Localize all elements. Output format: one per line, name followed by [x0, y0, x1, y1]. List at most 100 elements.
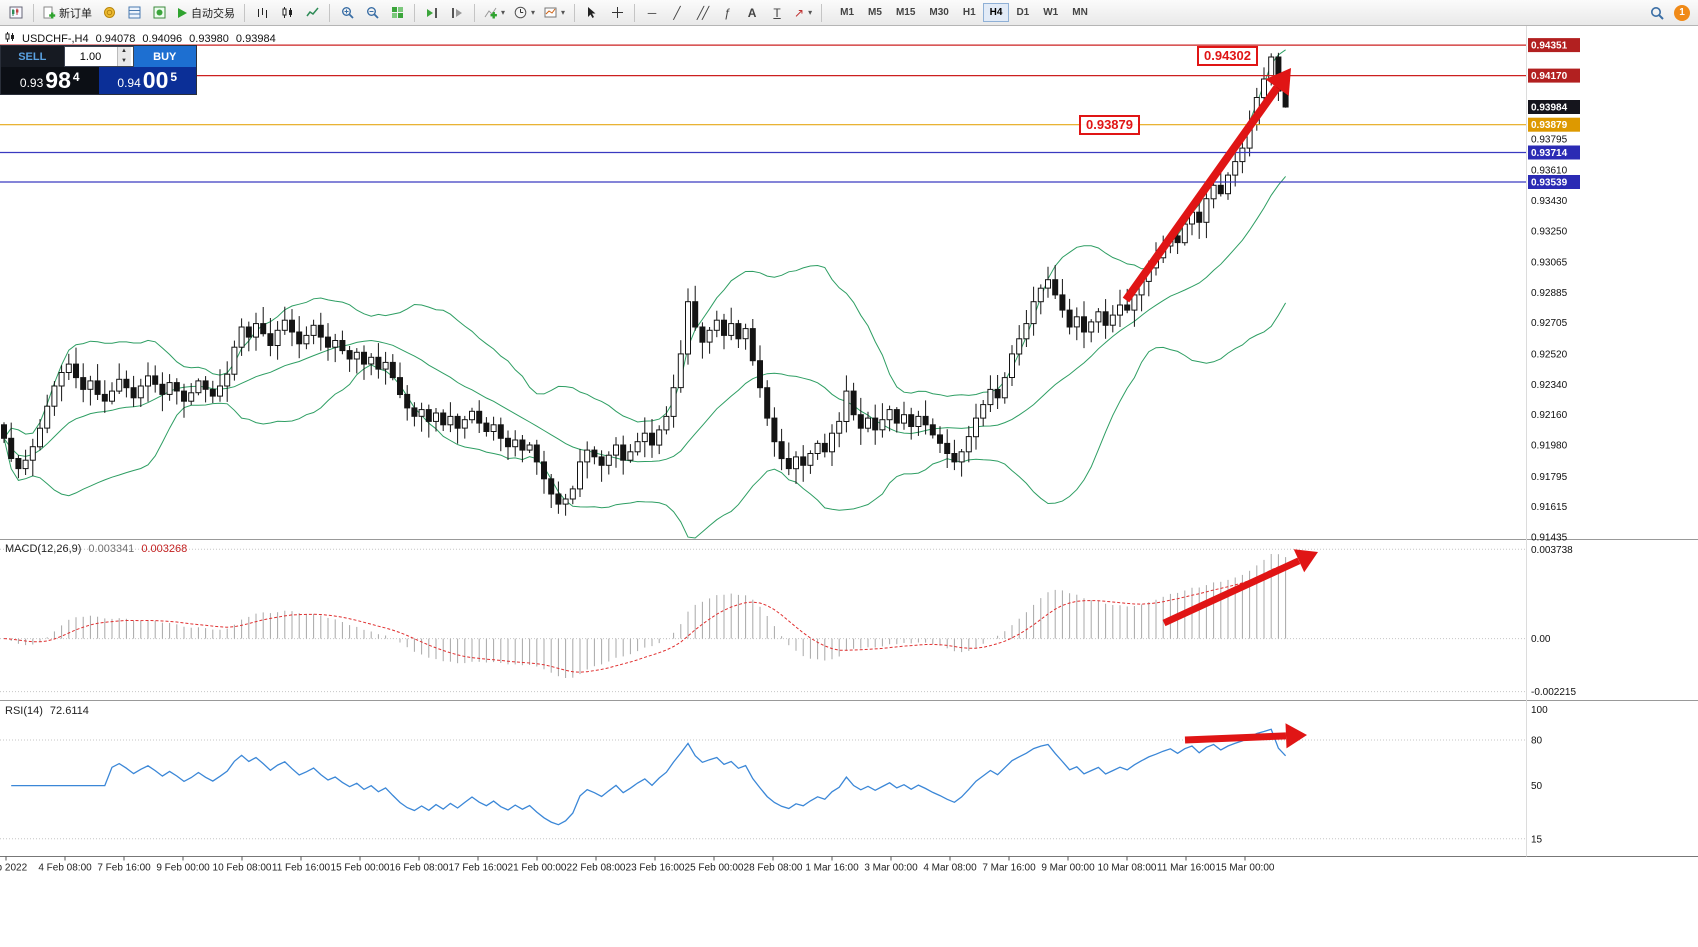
- svg-text:80: 80: [1531, 736, 1543, 747]
- periods-button[interactable]: ▾: [510, 2, 539, 24]
- ohlc-low: 0.93980: [189, 33, 229, 45]
- timeframe-mn[interactable]: MN: [1072, 7, 1088, 18]
- toolbar-separator: [474, 3, 475, 22]
- timeframe-d1[interactable]: D1: [1016, 7, 1030, 18]
- market-watch-icon[interactable]: [97, 2, 121, 24]
- rsi-value: 72.6114: [49, 705, 89, 717]
- price-annotation-resistance[interactable]: 0.94302: [1197, 46, 1258, 66]
- svg-text:0.003738: 0.003738: [1531, 545, 1573, 556]
- data-window-icon[interactable]: [122, 2, 146, 24]
- search-icon[interactable]: [1645, 2, 1669, 24]
- chart-window-icon[interactable]: [4, 2, 28, 24]
- zoom-in-icon[interactable]: [335, 2, 359, 24]
- svg-text:1 Mar 16:00: 1 Mar 16:00: [805, 863, 859, 874]
- svg-text:25 Feb 00:00: 25 Feb 00:00: [685, 863, 744, 874]
- svg-text:0.91795: 0.91795: [1531, 472, 1568, 483]
- price-annotation-level[interactable]: 0.93879: [1079, 115, 1140, 135]
- timeframe-w1[interactable]: W1: [1043, 7, 1059, 18]
- sell-price[interactable]: 0.93 98 4: [1, 67, 99, 94]
- toolbar-separator: [634, 3, 636, 22]
- chart-shift-icon[interactable]: [445, 2, 469, 24]
- text-icon[interactable]: A: [740, 2, 764, 24]
- timeframe-m5[interactable]: M5: [868, 7, 882, 18]
- svg-text:28 Feb 08:00: 28 Feb 08:00: [744, 863, 803, 874]
- volume-up-button[interactable]: ▲: [117, 47, 131, 57]
- svg-text:0.91980: 0.91980: [1531, 441, 1568, 452]
- chevron-down-icon: ▾: [501, 8, 506, 17]
- crosshair-icon[interactable]: [605, 2, 629, 24]
- svg-text:0.94351: 0.94351: [1531, 41, 1568, 52]
- svg-text:15 Feb 00:00: 15 Feb 00:00: [331, 863, 390, 874]
- svg-text:0.93065: 0.93065: [1531, 258, 1568, 269]
- toolbar-separator: [821, 3, 823, 22]
- notification-badge: 1: [1674, 4, 1690, 21]
- navigator-icon[interactable]: [147, 2, 171, 24]
- arrows-tool-icon[interactable]: ↗ ▾: [790, 2, 816, 24]
- timeframe-h4[interactable]: H4: [982, 3, 1010, 22]
- toolbar-separator: [33, 3, 34, 22]
- svg-text:0.92705: 0.92705: [1531, 318, 1568, 329]
- svg-text:7 Feb 16:00: 7 Feb 16:00: [97, 863, 151, 874]
- svg-text:15 Mar 00:00: 15 Mar 00:00: [1216, 863, 1275, 874]
- bar-chart-icon[interactable]: [250, 2, 274, 24]
- text-label-icon[interactable]: T: [765, 2, 789, 24]
- auto-trading-button[interactable]: 自动交易: [172, 2, 239, 24]
- line-chart-icon[interactable]: [300, 2, 324, 24]
- buy-price[interactable]: 0.94 00 5: [98, 67, 196, 94]
- new-order-button[interactable]: 新订单: [39, 2, 96, 24]
- svg-text:3 Mar 00:00: 3 Mar 00:00: [864, 863, 918, 874]
- svg-text:0.00: 0.00: [1531, 634, 1551, 645]
- svg-text:50: 50: [1531, 781, 1543, 792]
- timeframe-h1[interactable]: H1: [962, 7, 976, 18]
- ohlc-open: 0.94078: [95, 33, 136, 45]
- zoom-out-icon[interactable]: [360, 2, 384, 24]
- cursor-icon[interactable]: [580, 2, 604, 24]
- templates-button[interactable]: ▾: [540, 2, 569, 24]
- svg-text:9 Feb 00:00: 9 Feb 00:00: [156, 863, 210, 874]
- macd-label: MACD(12,26,9) 0.003341 0.003268: [5, 543, 187, 555]
- fibonacci-icon[interactable]: ƒ: [715, 2, 739, 24]
- chart-icon: [5, 32, 15, 46]
- svg-text:16 Feb 08:00: 16 Feb 08:00: [390, 863, 449, 874]
- tile-windows-icon[interactable]: [385, 2, 409, 24]
- notifications-button[interactable]: 1: [1670, 2, 1694, 24]
- timeframe-m1[interactable]: M1: [840, 7, 855, 18]
- toolbar-separator: [574, 3, 576, 22]
- svg-text:4 Mar 08:00: 4 Mar 08:00: [923, 863, 977, 874]
- svg-text:11 Mar 16:00: 11 Mar 16:00: [1157, 863, 1216, 874]
- svg-text:7 Mar 16:00: 7 Mar 16:00: [982, 863, 1036, 874]
- indicators-button[interactable]: ▾: [480, 2, 509, 24]
- auto-scroll-icon[interactable]: [420, 2, 444, 24]
- svg-text:0.93714: 0.93714: [1531, 148, 1568, 159]
- svg-text:17 Feb 16:00: 17 Feb 16:00: [449, 863, 508, 874]
- ohlc-close: 0.93984: [235, 33, 276, 45]
- one-click-trading-panel: SELL ▲ ▼ BUY 0.93 98 4 0.94 00 5: [0, 45, 197, 95]
- svg-text:9 Mar 00:00: 9 Mar 00:00: [1041, 863, 1095, 874]
- buy-button[interactable]: BUY: [133, 46, 196, 67]
- trendline-icon[interactable]: ╱: [665, 2, 689, 24]
- svg-text:0.92520: 0.92520: [1531, 349, 1568, 360]
- toolbar-separator: [329, 3, 330, 22]
- volume-input[interactable]: [64, 47, 117, 66]
- svg-text:0.93795: 0.93795: [1531, 134, 1568, 145]
- volume-input-wrap: ▲ ▼: [63, 46, 134, 67]
- symbol-period: USDCHF-,H4: [22, 33, 89, 45]
- timeframe-m30[interactable]: M30: [929, 7, 949, 18]
- volume-down-button[interactable]: ▼: [117, 56, 131, 66]
- rsi-label: RSI(14) 72.6114: [5, 705, 89, 717]
- svg-text:22 Feb 08:00: 22 Feb 08:00: [567, 863, 626, 874]
- svg-text:0.93984: 0.93984: [1531, 103, 1568, 114]
- horizontal-line-icon[interactable]: ─: [640, 2, 664, 24]
- chevron-down-icon: ▾: [808, 8, 813, 17]
- sell-button[interactable]: SELL: [1, 46, 64, 67]
- candlestick-chart-icon[interactable]: [275, 2, 299, 24]
- chart-canvas[interactable]: 0.93795 0.93610 0.93430 0.93250 0.93065 0.928…: [0, 26, 1698, 947]
- svg-text:4 Feb 08:00: 4 Feb 08:00: [38, 863, 92, 874]
- equidistant-channel-icon[interactable]: ╱╱: [690, 2, 714, 24]
- svg-text:0.92160: 0.92160: [1531, 410, 1568, 421]
- svg-text:10 Feb 08:00: 10 Feb 08:00: [213, 863, 272, 874]
- rsi-name: RSI(14): [5, 705, 43, 717]
- svg-text:0.94170: 0.94170: [1531, 71, 1568, 82]
- ohlc-high: 0.94096: [142, 33, 183, 45]
- timeframe-m15[interactable]: M15: [895, 7, 916, 18]
